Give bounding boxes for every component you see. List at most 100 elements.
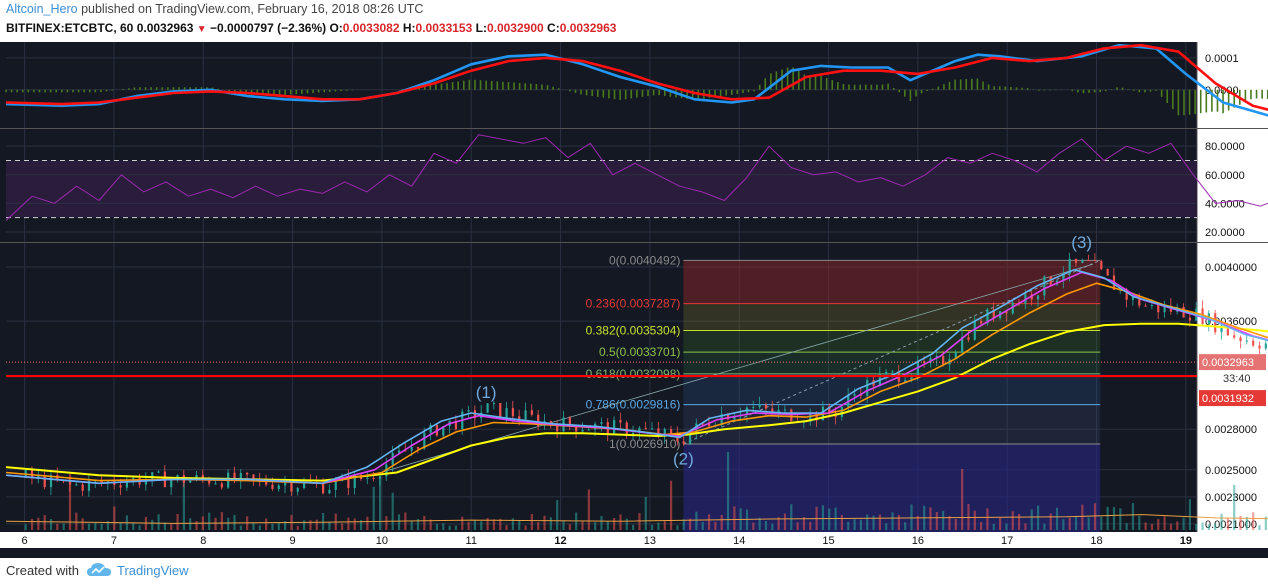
chart-header: Altcoin_Hero published on TradingView.co…	[0, 0, 1268, 42]
elliott-wave-label: (1)	[476, 383, 497, 402]
volume-bar	[284, 521, 287, 530]
tradingview-brand-link[interactable]: TradingView	[117, 563, 189, 578]
fib-zone-fill	[683, 373, 1101, 405]
candle-body	[429, 424, 432, 433]
volume-bar	[416, 518, 420, 530]
volume-bar	[423, 515, 426, 530]
low-label: L:	[475, 21, 487, 35]
volume-bar	[613, 518, 616, 530]
candle-body	[1100, 261, 1103, 270]
volume-bar	[530, 514, 533, 530]
candle-body	[942, 356, 945, 365]
volume-bar	[872, 515, 875, 530]
candle-body	[973, 320, 976, 340]
candle-body	[613, 420, 616, 434]
candle-body	[220, 483, 223, 488]
candle-body	[701, 423, 704, 425]
volume-bar	[1100, 516, 1103, 530]
candle-body	[669, 429, 673, 434]
volume-bar	[397, 514, 401, 530]
volume-bar	[600, 516, 603, 530]
countdown-tag	[1199, 370, 1266, 386]
candle-body	[1043, 276, 1046, 296]
volume-bar	[847, 521, 850, 530]
candle-body	[30, 469, 34, 478]
volume-bar	[726, 452, 730, 530]
volume-bar	[1195, 523, 1198, 530]
volume-bar	[353, 518, 356, 530]
volume-bar	[777, 517, 780, 530]
bar-countdown-text: 33:40	[1223, 373, 1251, 385]
author-link[interactable]: Altcoin_Hero	[6, 2, 78, 16]
close-value: 0.0032963	[559, 21, 617, 35]
volume-bar	[1068, 517, 1071, 530]
candle-body	[24, 469, 27, 477]
candle-body	[556, 425, 559, 432]
volume-bar	[714, 521, 717, 530]
volume-bar	[1005, 523, 1008, 530]
candle-body	[828, 406, 831, 414]
volume-bar	[1226, 517, 1229, 530]
volume-bar	[56, 523, 59, 530]
candle-body	[1087, 260, 1090, 262]
candle-body	[866, 380, 869, 396]
volume-bar	[265, 518, 268, 530]
volume-bar	[619, 514, 622, 530]
volume-bar	[505, 525, 508, 530]
volume-bar	[1131, 503, 1135, 530]
volume-bar	[910, 504, 913, 530]
candle-body	[201, 474, 204, 479]
volume-bar	[1055, 507, 1059, 530]
volume-bar	[473, 520, 477, 530]
volume-bar	[492, 519, 496, 530]
fib-zone-fill	[683, 330, 1101, 353]
chart-canvas[interactable]: 6789101112131415161718196789101112131415…	[0, 42, 1268, 558]
x-axis-tick-label: 9	[290, 535, 296, 547]
candle-body	[954, 352, 957, 360]
candle-body	[1157, 305, 1160, 313]
candle-body	[214, 483, 217, 485]
candle-body	[682, 441, 685, 444]
candle-body	[537, 414, 540, 427]
volume-bar	[935, 511, 938, 530]
rsi-y-tick-label: 60.0000	[1205, 170, 1245, 182]
candle-body	[347, 477, 350, 489]
volume-bar	[1036, 505, 1040, 530]
fib-trend-line	[683, 259, 1101, 445]
volume-bar	[340, 523, 344, 530]
volume-bar	[448, 525, 451, 530]
candle-body	[37, 474, 40, 478]
candle-body	[1068, 258, 1071, 274]
volume-bar	[87, 523, 91, 530]
volume-bar	[1062, 519, 1065, 530]
volume-bar	[1182, 517, 1185, 530]
candle-body	[505, 408, 508, 418]
candle-body	[43, 474, 46, 488]
symbol-label[interactable]: BITFINEX:ETCBTC, 60	[6, 21, 134, 35]
high-label: H:	[402, 21, 416, 35]
candle-body	[303, 481, 306, 489]
volume-bar	[321, 512, 325, 530]
candle-body	[423, 432, 426, 449]
volume-bar	[1163, 516, 1166, 530]
candle-body	[252, 474, 255, 479]
volume-bar	[1125, 523, 1128, 530]
volume-bar	[151, 519, 154, 530]
volume-bar	[1024, 523, 1027, 530]
volume-bar	[119, 522, 122, 530]
fib-level-label: 1(0.0026910)	[609, 437, 680, 451]
close-label: C:	[547, 21, 560, 35]
volume-bar	[828, 508, 831, 530]
volume-bar	[410, 520, 413, 530]
candle-body	[707, 423, 711, 427]
volume-bar	[676, 525, 679, 530]
volume-bar	[663, 521, 666, 530]
volume-bar	[885, 523, 888, 530]
candle-body	[530, 410, 533, 415]
volume-bar	[100, 523, 103, 530]
volume-bar	[758, 517, 761, 530]
candle-body	[600, 422, 603, 424]
volume-bar	[821, 505, 825, 530]
volume-bar	[252, 522, 255, 530]
candle-body	[87, 480, 91, 491]
